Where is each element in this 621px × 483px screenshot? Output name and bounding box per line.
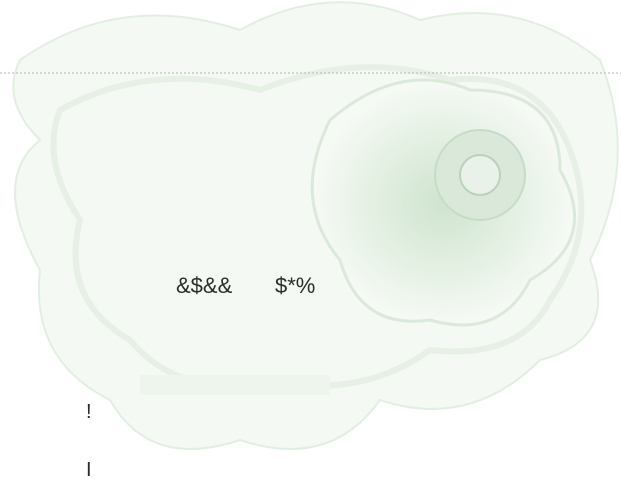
- text-fragment: &$&&: [176, 275, 232, 297]
- page: &$&& $*% ! I: [0, 0, 621, 483]
- text-fragment: $*%: [275, 275, 315, 297]
- list-marker: I: [86, 460, 92, 480]
- guilloche-background: [0, 0, 621, 483]
- list-marker: !: [86, 402, 92, 422]
